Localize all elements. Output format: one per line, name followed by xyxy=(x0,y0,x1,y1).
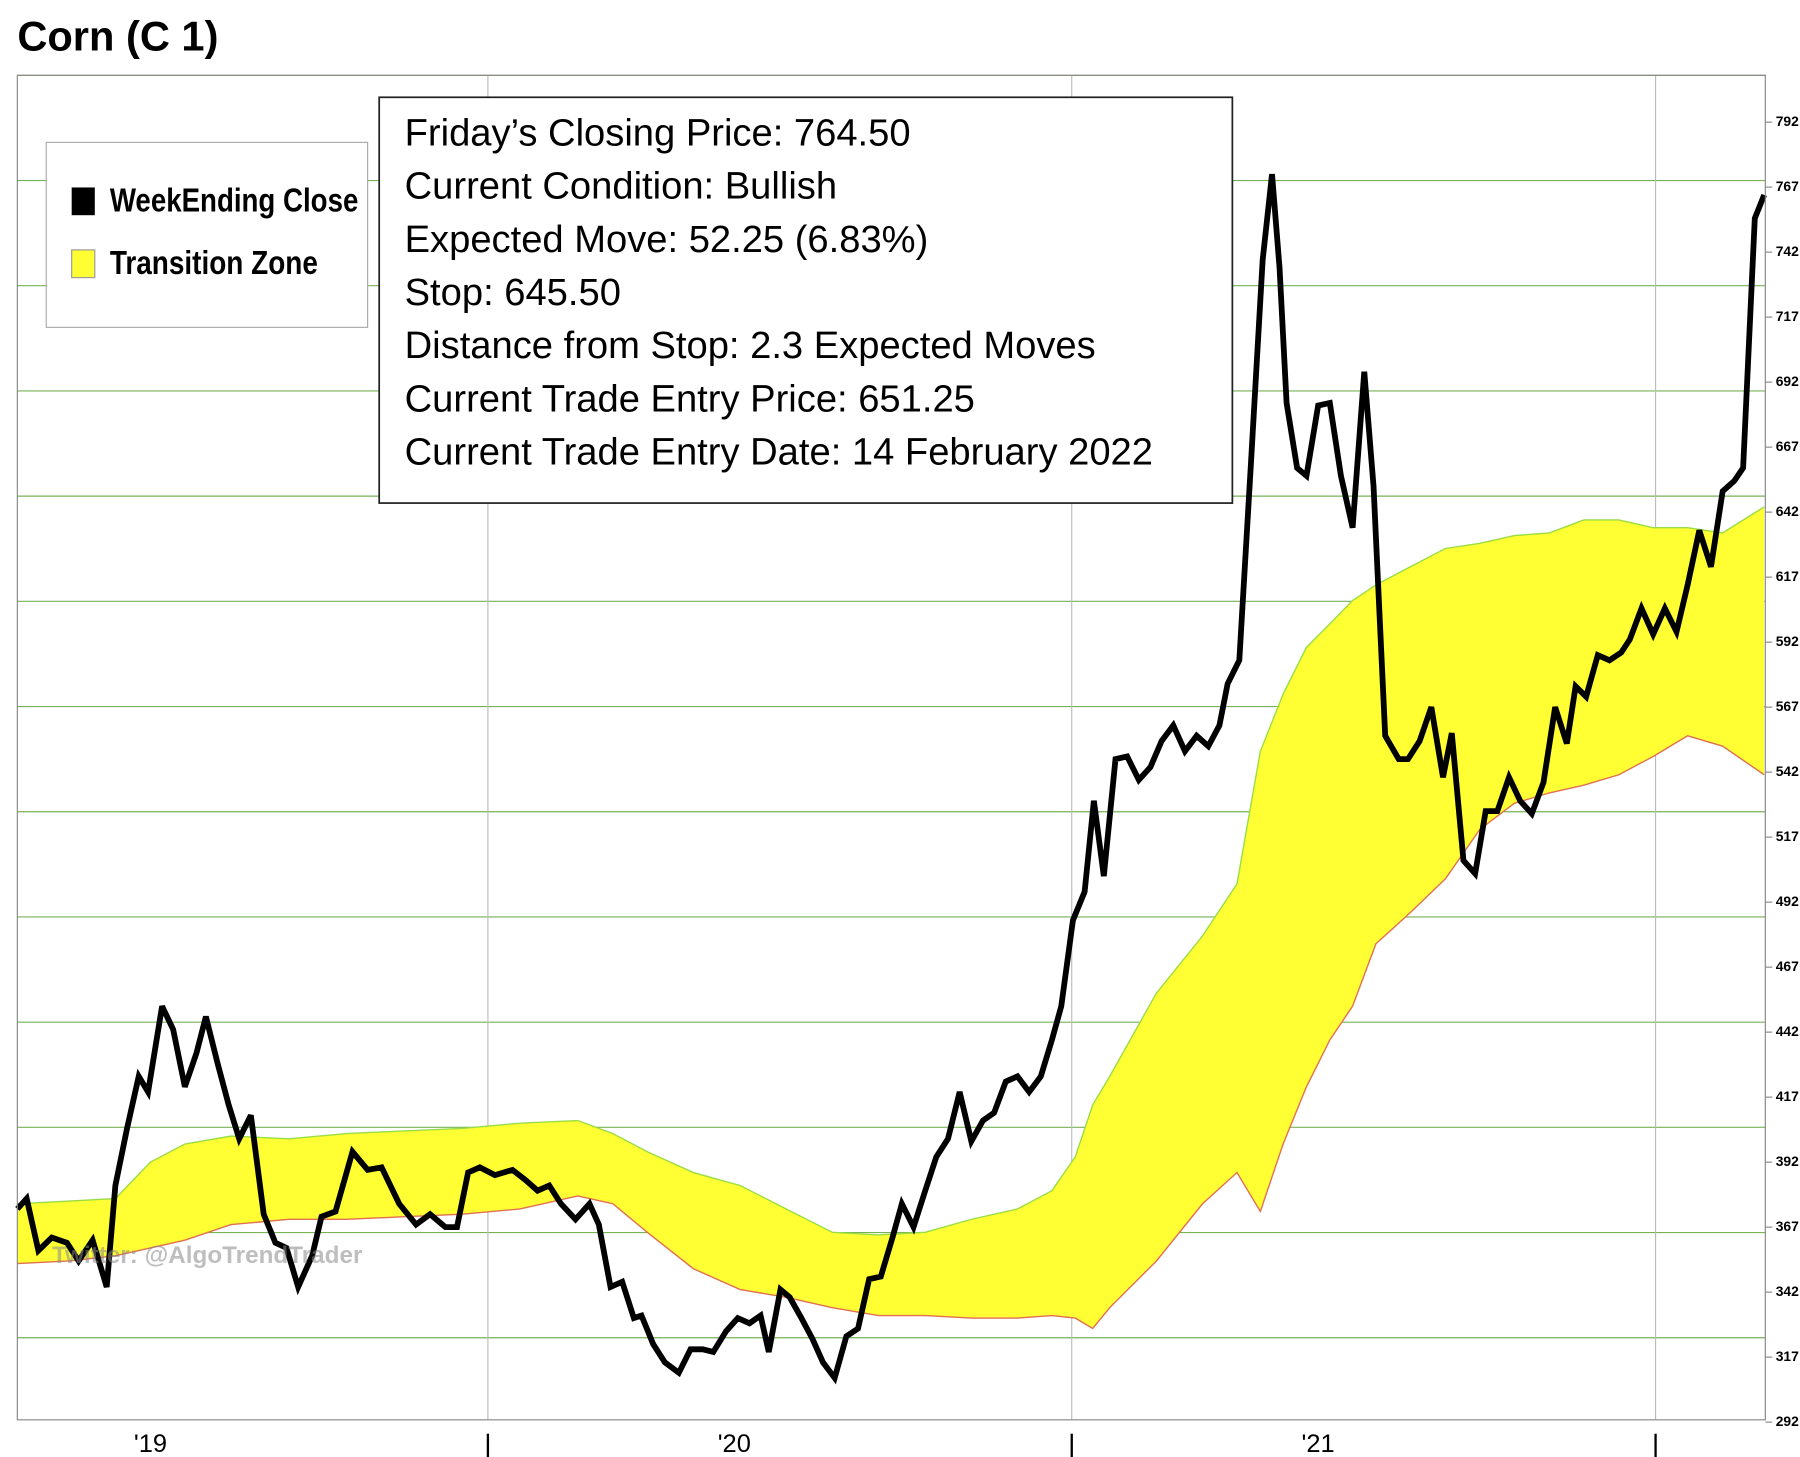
chart-title: Corn (C 1) xyxy=(17,12,218,59)
legend-label: Transition Zone xyxy=(110,245,318,282)
x-tick-label: '19 xyxy=(134,1430,167,1457)
y-tick-label: 792 xyxy=(1776,113,1799,129)
x-tick-label: '21 xyxy=(1302,1430,1335,1457)
band-upper-edge xyxy=(17,506,1765,1236)
legend-label: WeekEnding Close xyxy=(110,182,359,219)
y-tick-label: 417 xyxy=(1776,1088,1799,1104)
info-line: Expected Move: 52.25 (6.83%) xyxy=(405,218,929,261)
y-tick-label: 492 xyxy=(1776,893,1799,909)
legend-box xyxy=(45,141,369,328)
y-tick-label: 767 xyxy=(1776,178,1799,194)
info-box-frame xyxy=(378,96,1234,504)
y-tick-label: 592 xyxy=(1776,633,1799,649)
info-line: Current Trade Entry Date: 14 February 20… xyxy=(405,431,1153,474)
legend: WeekEnding Close Transition Zone xyxy=(45,141,369,328)
y-tick-label: 667 xyxy=(1776,438,1799,454)
info-line: Friday’s Closing Price: 764.50 xyxy=(405,112,911,155)
y-tick-label: 542 xyxy=(1776,763,1799,779)
plot-frame xyxy=(16,74,1766,1421)
y-tick-label: 517 xyxy=(1776,828,1799,844)
watermark: Twitter: @AlgoTrendTrader xyxy=(52,1242,363,1269)
info-box: Friday’s Closing Price: 764.50 Current Co… xyxy=(378,96,1234,504)
y-tick-label: 617 xyxy=(1776,568,1799,584)
y-tick-label: 642 xyxy=(1776,503,1799,519)
legend-swatch xyxy=(71,187,95,216)
y-tick-label: 742 xyxy=(1776,243,1799,259)
band-area xyxy=(17,506,1765,1329)
y-tick-label: 292 xyxy=(1776,1413,1799,1429)
legend-swatch xyxy=(71,249,96,279)
y-tick-label: 317 xyxy=(1776,1348,1799,1364)
info-line: Current Condition: Bullish xyxy=(405,165,837,208)
y-tick-label: 367 xyxy=(1776,1218,1799,1234)
price-line xyxy=(15,173,1767,1385)
y-tick-label: 392 xyxy=(1776,1153,1799,1169)
band-lower-edge xyxy=(17,735,1765,1330)
info-line: Current Trade Entry Price: 651.25 xyxy=(405,377,975,420)
y-tick-label: 342 xyxy=(1776,1283,1799,1299)
plot-layer xyxy=(15,173,1767,1385)
y-tick-label: 442 xyxy=(1776,1023,1799,1039)
x-tick-label: '20 xyxy=(718,1430,751,1457)
y-tick-label: 467 xyxy=(1776,958,1799,974)
y-tick-label: 717 xyxy=(1776,308,1799,324)
info-line: Distance from Stop: 2.3 Expected Moves xyxy=(405,324,1096,367)
y-tick-label: 692 xyxy=(1776,373,1799,389)
info-line: Stop: 645.50 xyxy=(405,271,621,314)
y-tick-label: 567 xyxy=(1776,698,1799,714)
